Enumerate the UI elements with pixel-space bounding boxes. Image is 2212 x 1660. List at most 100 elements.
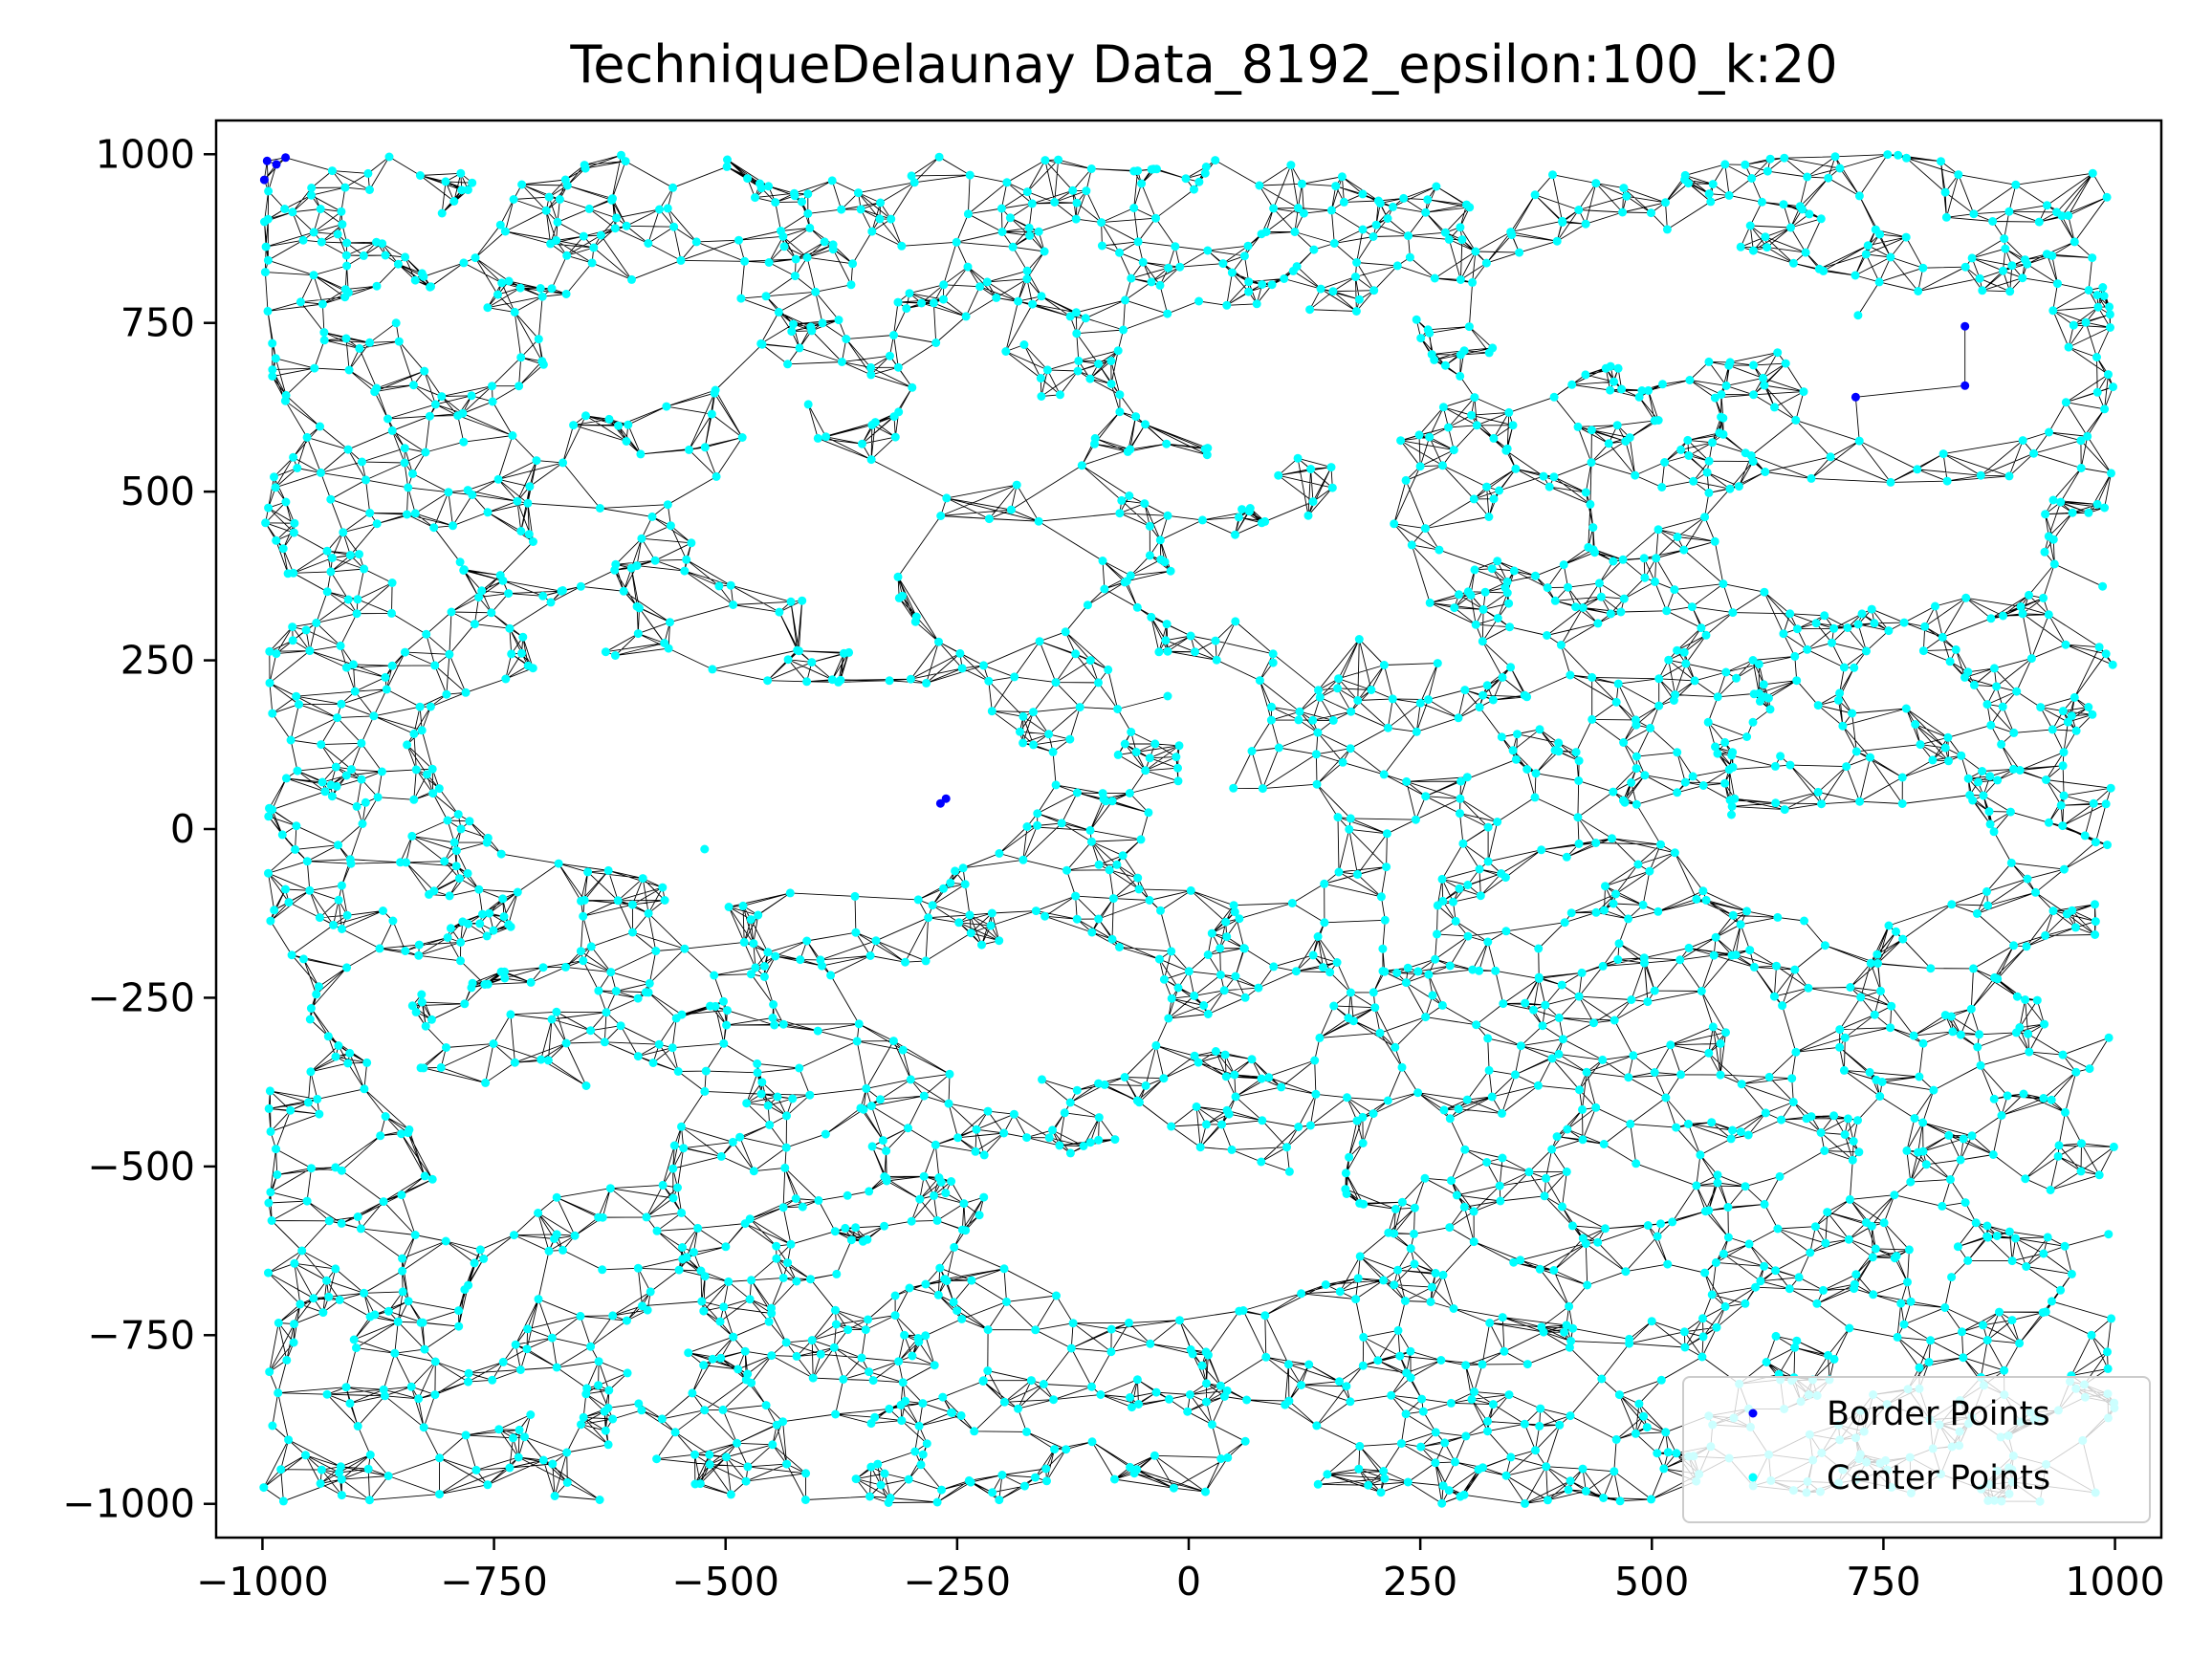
center-point (1332, 958, 1342, 967)
center-point (1022, 1427, 1031, 1436)
center-point (1328, 715, 1338, 725)
center-point (1613, 955, 1623, 964)
center-point (306, 1067, 316, 1077)
center-point (1120, 1073, 1129, 1081)
center-point (1257, 1157, 1266, 1167)
center-point (280, 205, 290, 213)
center-point (2044, 818, 2053, 827)
center-point (459, 437, 469, 447)
center-point (1438, 461, 1447, 470)
center-point (266, 1126, 275, 1136)
center-point (2104, 1033, 2113, 1042)
center-point (1673, 533, 1682, 541)
center-point (865, 1187, 874, 1196)
center-point (851, 928, 861, 937)
center-point (1650, 986, 1659, 995)
center-point (610, 224, 620, 233)
center-point (1201, 1120, 1211, 1129)
center-point (1689, 476, 1698, 486)
center-point (1610, 1467, 1619, 1476)
center-point (352, 609, 361, 619)
center-point (2022, 942, 2031, 951)
center-point (1134, 1400, 1143, 1409)
center-point (995, 849, 1004, 858)
center-point (646, 1287, 655, 1297)
center-point (284, 898, 294, 907)
center-point (554, 859, 563, 868)
center-point (290, 1258, 299, 1268)
center-point (1445, 1114, 1455, 1124)
center-point (1346, 988, 1355, 997)
center-point (579, 956, 588, 966)
center-point (650, 556, 660, 565)
center-point (435, 1490, 444, 1499)
center-point (407, 1001, 417, 1011)
center-point (1383, 214, 1392, 223)
center-point (1051, 780, 1061, 790)
center-point (510, 1058, 519, 1067)
center-point (726, 580, 735, 590)
center-point (1345, 824, 1354, 834)
center-point (1632, 752, 1641, 761)
center-point (1790, 965, 1800, 974)
center-point (1444, 1486, 1454, 1496)
center-point (1137, 179, 1147, 188)
center-point (722, 1020, 732, 1030)
center-point (1346, 1397, 1355, 1407)
center-point (1856, 993, 1866, 1002)
center-point (1749, 390, 1759, 400)
center-point (802, 677, 812, 687)
center-point (637, 534, 646, 543)
center-point (1813, 787, 1823, 797)
center-point (1675, 955, 1685, 965)
center-point (520, 1432, 529, 1442)
center-point (668, 1193, 678, 1203)
center-point (2103, 1347, 2112, 1357)
center-point (1216, 944, 1225, 953)
center-point (789, 319, 798, 329)
center-point (921, 956, 931, 966)
center-point (1698, 1332, 1708, 1342)
center-point (513, 887, 522, 897)
center-point (526, 977, 536, 987)
center-point (685, 445, 693, 454)
center-point (1790, 1343, 1800, 1352)
center-point (1924, 1358, 1934, 1366)
center-point (930, 1190, 938, 1200)
center-point (1723, 1203, 1733, 1212)
legend-marker-center (1748, 1473, 1758, 1482)
center-point (1770, 761, 1780, 771)
center-point (1504, 1390, 1514, 1400)
center-point (365, 509, 375, 517)
center-point (1550, 746, 1560, 755)
center-point (1520, 1419, 1529, 1429)
center-point (1358, 1361, 1368, 1370)
center-point (603, 1403, 613, 1412)
center-point (1431, 1458, 1440, 1468)
center-point (274, 1388, 283, 1398)
center-point (504, 589, 514, 599)
center-point (1963, 774, 1973, 783)
center-point (342, 910, 352, 920)
center-point (1418, 1407, 1428, 1416)
center-point (830, 1227, 840, 1236)
center-point (2048, 306, 2058, 316)
center-point (2039, 1249, 2048, 1258)
center-point (1803, 172, 1812, 182)
center-point (1568, 1323, 1578, 1333)
center-point (644, 908, 653, 918)
center-point (577, 896, 585, 906)
center-point (1676, 1070, 1686, 1080)
center-point (324, 1292, 334, 1301)
center-point (1387, 1390, 1396, 1400)
center-point (1989, 664, 1999, 673)
center-point (1868, 1253, 1877, 1262)
center-point (1454, 713, 1463, 723)
center-point (1660, 458, 1670, 467)
center-point (1959, 1134, 1968, 1144)
center-point (419, 272, 428, 281)
center-point (1843, 623, 1852, 632)
center-point (353, 1212, 362, 1221)
center-point (1573, 422, 1583, 431)
center-point (427, 1015, 436, 1024)
